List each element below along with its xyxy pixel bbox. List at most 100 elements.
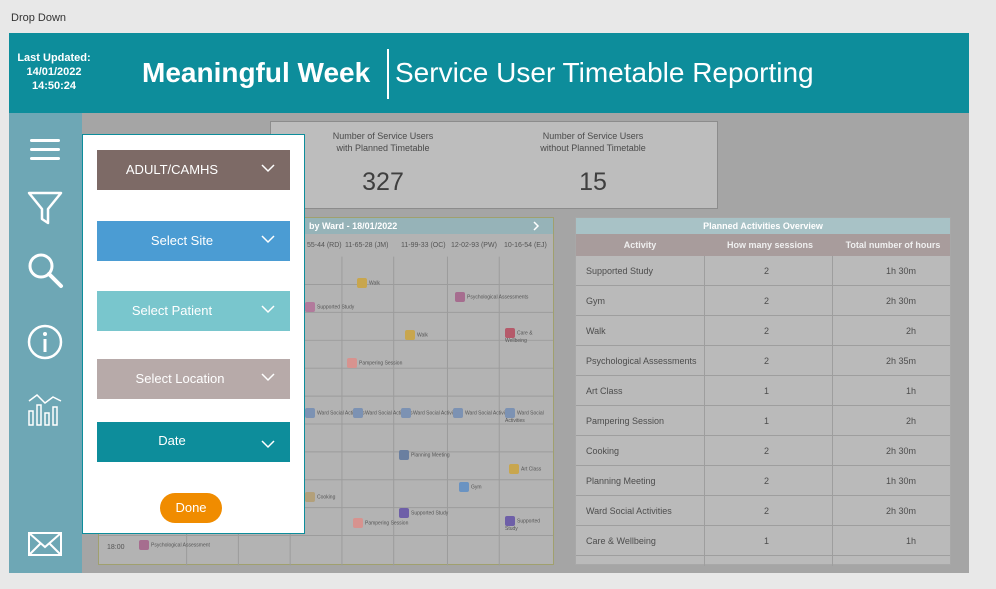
last-updated-time: 14:50:24 xyxy=(31,80,77,92)
row-sessions: 2 xyxy=(764,356,770,366)
grid-cell: Ward Social Activities xyxy=(401,408,461,418)
grid-col: 11-65-28 (JM) xyxy=(345,242,389,249)
row-hours: 1h xyxy=(905,536,916,546)
row-hours: 2h 30m xyxy=(885,446,916,456)
row-hours: 2h xyxy=(905,416,916,426)
window-title: Drop Down xyxy=(11,12,67,24)
row-activity: Care & Wellbeing xyxy=(586,536,656,546)
select-site-dropdown[interactable]: Select Site xyxy=(97,221,290,261)
overview-title: Planned Activities Overview xyxy=(576,218,950,234)
title-divider xyxy=(387,49,389,99)
kpi-label: Number of Service Users xyxy=(332,131,434,141)
row-activity: Gym xyxy=(586,296,605,306)
chevron-right-icon[interactable] xyxy=(531,221,541,231)
overview-header: Activity How many sessions Total number … xyxy=(576,234,950,256)
overview-rows: Supported Study 2 1h 30m Gym 2 2h 30m Walk 2 2h P… xyxy=(576,256,950,556)
row-sessions: 2 xyxy=(764,266,770,276)
table-row: Care & Wellbeing 1 1h xyxy=(576,526,950,556)
filter-icon[interactable] xyxy=(26,189,64,227)
info-icon[interactable] xyxy=(26,323,64,361)
table-row: Cooking 2 2h 30m xyxy=(576,436,950,466)
grid-cell: Art Class xyxy=(509,464,541,474)
grid-cell: Ward Social Activities xyxy=(453,408,513,418)
last-updated: Last Updated: 14/01/2022 14:50:24 xyxy=(9,51,99,93)
col-hours: Total number of hours xyxy=(845,240,941,250)
grid-cell: Cooking xyxy=(305,492,335,502)
select-patient-dropdown[interactable]: Select Patient xyxy=(97,291,290,331)
row-sessions: 2 xyxy=(764,506,770,516)
search-icon[interactable] xyxy=(26,251,64,289)
kpi-label: without Planned Timetable xyxy=(540,143,646,153)
grid-col: 10-16-54 (EJ) xyxy=(504,242,547,249)
table-row: Gym 2 2h 30m xyxy=(576,286,950,316)
grid-cell: Supported Study xyxy=(505,516,553,532)
grid-cell: Supported Study xyxy=(305,302,354,312)
page-title: Meaningful Week xyxy=(142,57,371,88)
grid-cell: Psychological Assessments xyxy=(455,292,528,302)
activities-overview: Planned Activities Overview Activity How… xyxy=(575,217,951,566)
grid-columns: 55-44 (RD) 11-65-28 (JM) 11-99-33 (OC) 1… xyxy=(99,236,553,256)
row-activity: Walk xyxy=(586,326,606,336)
date-dropdown[interactable]: Date xyxy=(97,422,290,462)
grid-cell: Supported Study xyxy=(399,508,448,518)
row-sessions: 2 xyxy=(764,326,770,336)
last-updated-label: Last Updated: xyxy=(17,52,91,64)
chart-icon[interactable] xyxy=(26,391,64,429)
dropdown-label: Select Patient xyxy=(131,303,213,318)
grid-cell: Walk xyxy=(357,278,380,288)
filter-dropdown-panel: ADULT/CAMHS Select Site Select Patient S… xyxy=(82,134,305,534)
grid-title: by Ward - 18/01/2022 xyxy=(309,221,398,231)
chevron-down-icon xyxy=(261,235,275,244)
kpi-with-timetable: Number of Service Users with Planned Tim… xyxy=(293,130,473,197)
row-hours: 1h xyxy=(905,386,916,396)
column-divider xyxy=(704,256,705,566)
kpi-label: Number of Service Users xyxy=(542,131,644,141)
table-row: Planning Meeting 2 1h 30m xyxy=(576,466,950,496)
kpi-without-timetable: Number of Service Users without Planned … xyxy=(503,130,683,197)
table-row: Supported Study 2 1h 30m xyxy=(576,256,950,286)
app-window: Last Updated: 14/01/2022 14:50:24 Meanin… xyxy=(9,33,969,573)
grid-time-label: 18:00 xyxy=(107,544,125,551)
table-row: Ward Social Activities 2 2h 30m xyxy=(576,496,950,526)
row-activity: Psychological Assessments xyxy=(586,356,697,366)
row-hours: 2h 35m xyxy=(885,356,916,366)
col-activity: Activity xyxy=(623,240,657,250)
kpi-value: 15 xyxy=(579,168,607,196)
select-location-dropdown[interactable]: Select Location xyxy=(97,359,290,399)
dropdown-label: Select Site xyxy=(150,233,214,248)
row-activity: Planning Meeting xyxy=(586,476,656,486)
dropdown-label: ADULT/CAMHS xyxy=(125,162,219,177)
kpi-label: with Planned Timetable xyxy=(336,143,430,153)
row-hours: 2h 30m xyxy=(885,296,916,306)
dropdown-label: Select Location xyxy=(135,371,225,386)
grid-cell: Ward Social Activities xyxy=(353,408,413,418)
menu-icon[interactable] xyxy=(26,131,64,169)
chevron-down-icon xyxy=(261,373,275,382)
kpi-value: 327 xyxy=(362,168,404,196)
grid-col: 11-99-33 (OC) xyxy=(401,242,446,249)
row-hours: 1h 30m xyxy=(885,476,916,486)
table-row: Walk 2 2h xyxy=(576,316,950,346)
adult-camhs-dropdown[interactable]: ADULT/CAMHS xyxy=(97,150,290,190)
row-hours: 1h 30m xyxy=(885,266,916,276)
done-button[interactable]: Done xyxy=(160,493,222,523)
row-activity: Cooking xyxy=(586,446,620,456)
grid-cell: Ward Social Activities xyxy=(505,408,553,424)
grid-cell: Walk xyxy=(405,330,428,340)
row-activity: Pampering Session xyxy=(586,416,665,426)
table-row: Pampering Session 1 2h xyxy=(576,406,950,436)
grid-col: 55-44 (RD) xyxy=(307,242,342,249)
mail-icon[interactable] xyxy=(26,525,64,563)
table-row: Art Class 1 1h xyxy=(576,376,950,406)
row-hours: 2h xyxy=(905,326,916,336)
row-activity: Art Class xyxy=(586,386,623,396)
chevron-down-icon xyxy=(261,305,275,314)
grid-cell: Psychological Assessment xyxy=(139,540,210,550)
row-sessions: 1 xyxy=(764,386,770,396)
sidebar xyxy=(9,113,82,573)
grid-col: 12-02-93 (PW) xyxy=(451,242,497,249)
row-activity: Ward Social Activities xyxy=(586,506,672,516)
row-sessions: 2 xyxy=(764,296,770,306)
grid-cell: Care & Wellbeing xyxy=(505,328,553,344)
column-divider xyxy=(832,256,833,566)
